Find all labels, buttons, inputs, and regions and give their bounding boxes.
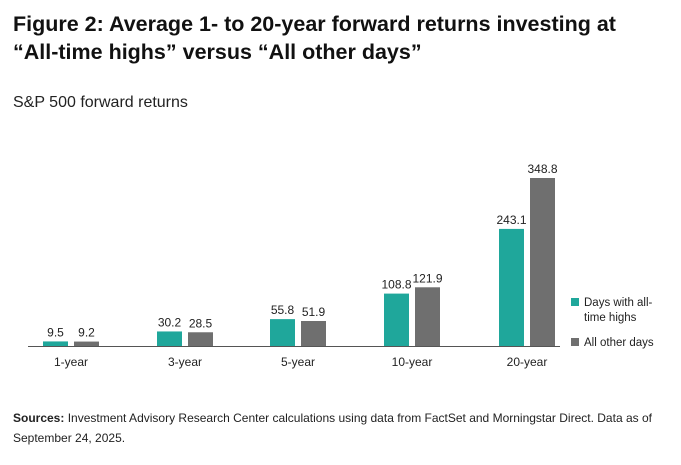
- data-label: 55.8: [271, 303, 295, 317]
- bar-all-other-days-1-year: [74, 341, 99, 346]
- x-tick-label: 1-year: [54, 355, 88, 369]
- legend-label: time highs: [584, 312, 637, 324]
- x-tick-label: 5-year: [281, 355, 315, 369]
- bar-all-time-highs-5-year: [270, 319, 295, 346]
- legend-swatch-all-time-highs: [571, 298, 579, 306]
- sources-footnote: Sources: Investment Advisory Research Ce…: [13, 408, 673, 448]
- data-label: 121.9: [412, 271, 442, 285]
- x-tick-label: 3-year: [168, 355, 202, 369]
- figure-title-line-2: “All-time highs” versus “All other days”: [13, 40, 422, 64]
- bar-all-other-days-20-year: [530, 178, 555, 346]
- sources-text: Investment Advisory Research Center calc…: [13, 411, 652, 445]
- bar-all-other-days-5-year: [301, 321, 326, 346]
- x-tick-label: 20-year: [507, 355, 548, 369]
- legend-label: All other days: [584, 337, 654, 349]
- data-label: 30.2: [158, 315, 182, 329]
- data-label: 243.1: [496, 213, 526, 227]
- figure-title: Figure 2: Average 1- to 20-year forward …: [13, 10, 681, 66]
- x-tick-label: 10-year: [392, 355, 433, 369]
- bar-all-time-highs-10-year: [384, 293, 409, 346]
- data-label: 108.8: [381, 278, 411, 292]
- bar-all-other-days-10-year: [415, 287, 440, 346]
- data-label: 348.8: [527, 162, 557, 176]
- chart-subtitle: S&P 500 forward returns: [13, 94, 188, 111]
- bar-chart: 9.5 30.2 55.8 108.8 243.1 9.2 28.5 51.9 121.9 348…: [28, 162, 654, 369]
- legend-swatch-all-other-days: [571, 338, 579, 346]
- bar-all-time-highs-20-year: [499, 228, 524, 346]
- data-label: 9.5: [47, 325, 64, 339]
- sources-label: Sources:: [13, 411, 65, 425]
- bar-all-time-highs-3-year: [157, 331, 182, 346]
- data-label: 51.9: [302, 305, 326, 319]
- figure-title-line-1: Figure 2: Average 1- to 20-year forward …: [13, 12, 616, 36]
- bar-all-other-days-3-year: [188, 332, 213, 346]
- legend-label: Days with all-: [584, 297, 653, 309]
- data-label: 9.2: [78, 326, 95, 340]
- data-label: 28.5: [189, 316, 213, 330]
- bar-all-time-highs-1-year: [43, 341, 68, 346]
